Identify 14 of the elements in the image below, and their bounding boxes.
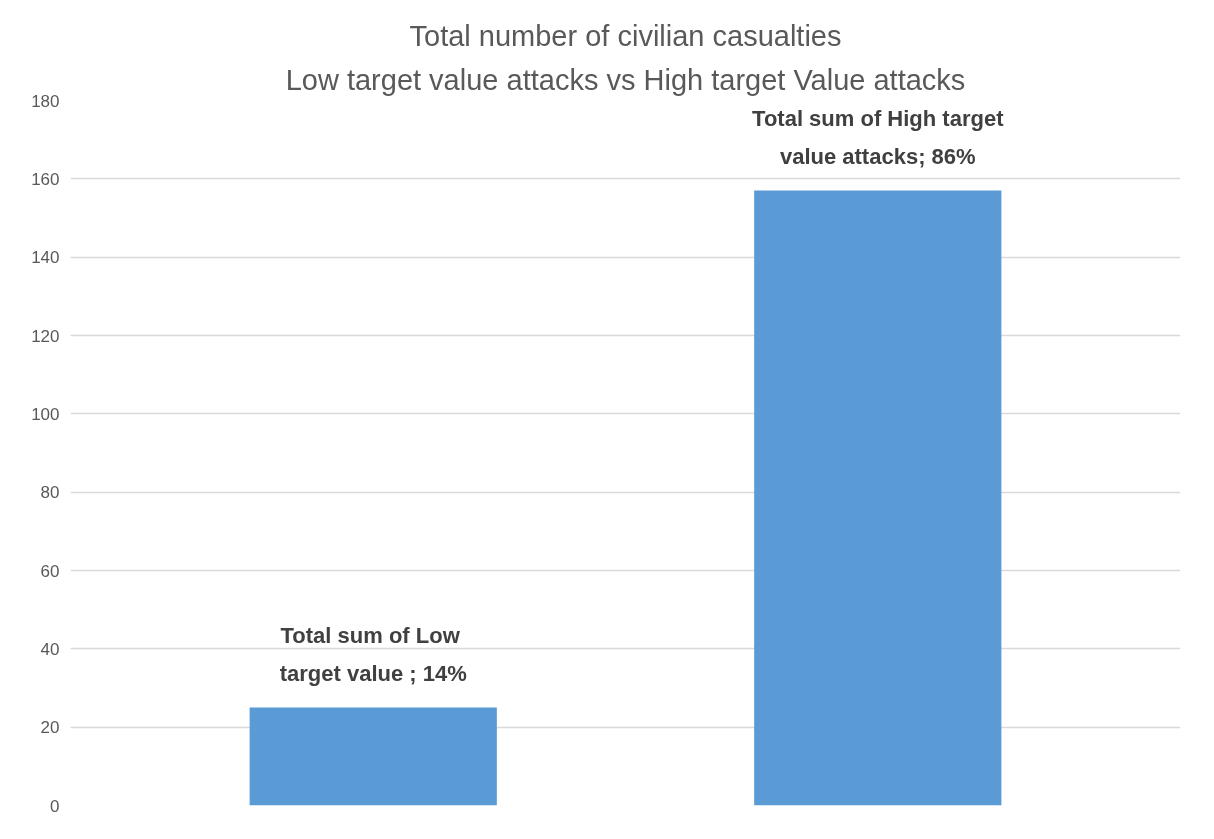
- y-tick-label: 80: [40, 483, 60, 503]
- y-tick-label: 100: [31, 404, 60, 424]
- y-tick-label: 140: [31, 248, 60, 268]
- y-tick-label: 60: [40, 561, 60, 581]
- annotation: Total sum of Low target value ; 14%: [279, 623, 467, 686]
- chart-subtitle: Low target value attacks vs High target Value attacks: [285, 63, 966, 96]
- y-tick-label: 40: [40, 639, 60, 659]
- y-tick-label: 120: [31, 326, 60, 346]
- y-tick-label: 0: [50, 796, 60, 816]
- y-tick-label: 180: [31, 91, 60, 111]
- chart-title: Total number of civilian casualties: [409, 19, 842, 52]
- annotation: Total sum of High target value attacks; 86%: [752, 106, 1005, 169]
- y-tick-label: 20: [40, 718, 60, 738]
- y-tick-label: 160: [31, 169, 60, 189]
